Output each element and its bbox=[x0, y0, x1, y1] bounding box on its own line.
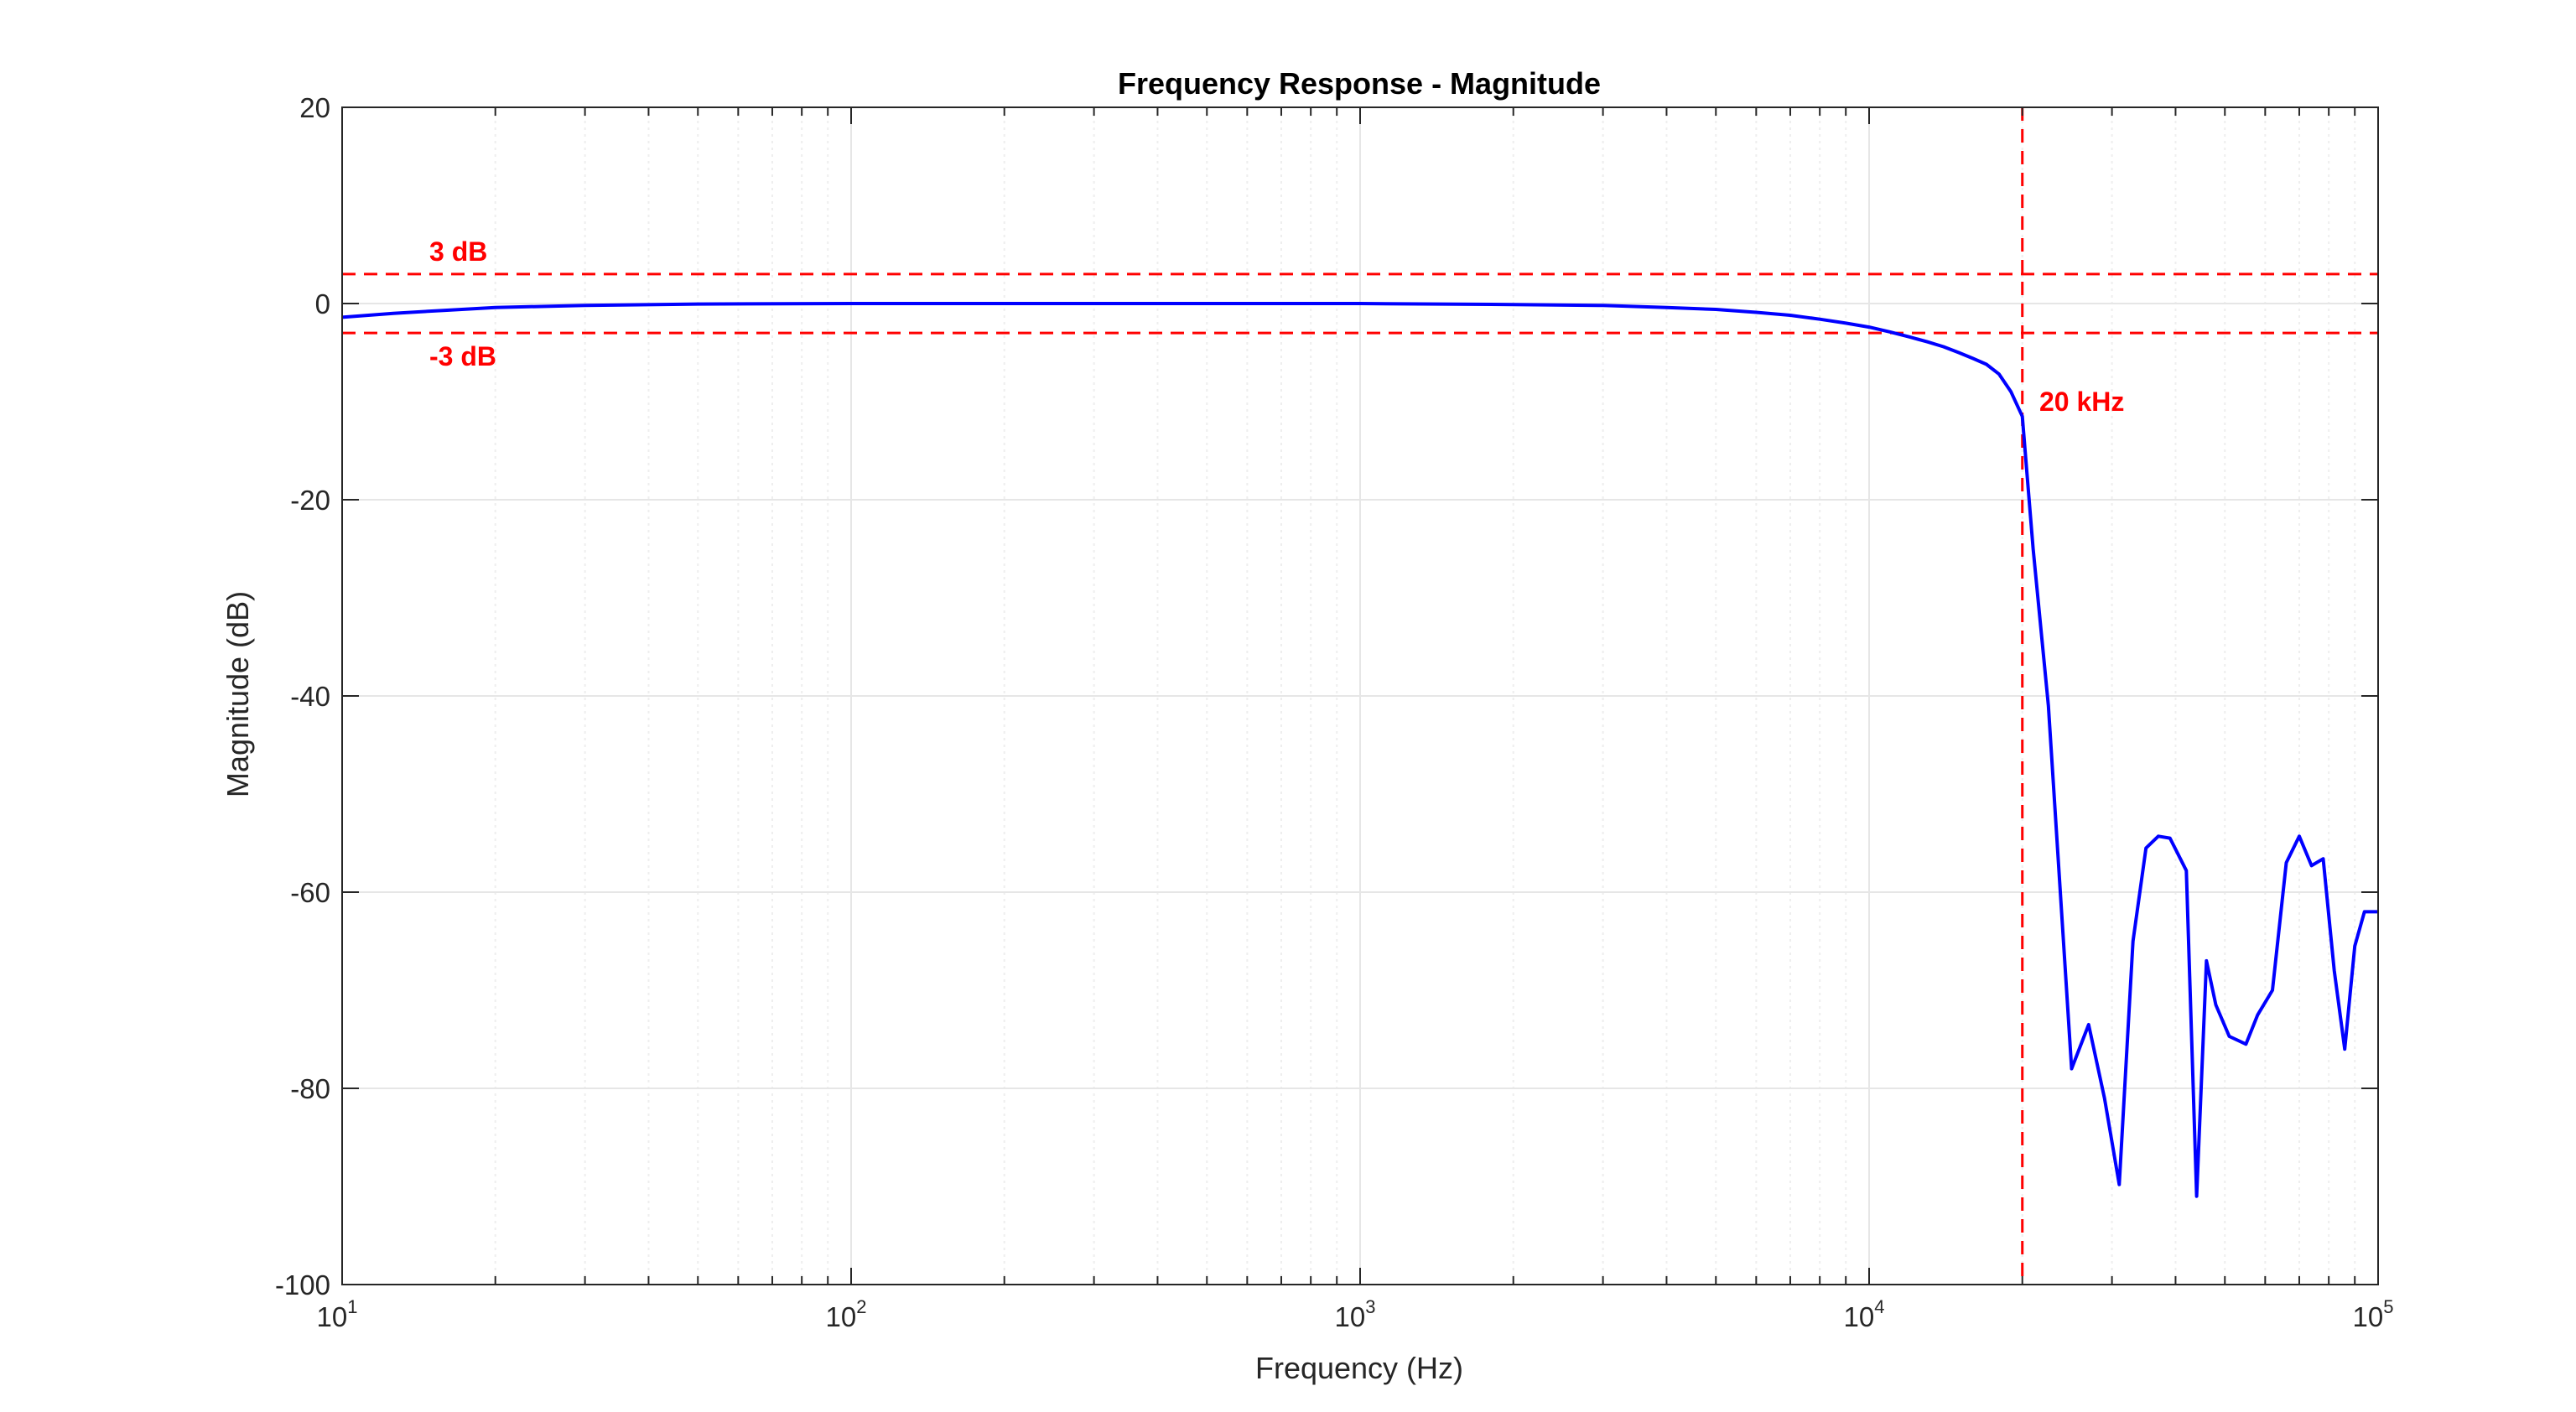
y-tick-label: -60 bbox=[290, 877, 330, 908]
x-tick-label: 101 bbox=[317, 1296, 358, 1332]
chart-title: Frequency Response - Magnitude bbox=[1118, 66, 1601, 101]
y-tick-label: -100 bbox=[275, 1269, 330, 1300]
y-tick-labels: 20 0 -20 -40 -60 -80 -100 bbox=[275, 92, 330, 1300]
x-tick-label: 102 bbox=[826, 1296, 867, 1332]
annotation-upper-3db: 3 dB bbox=[429, 236, 487, 267]
y-tick-label: -80 bbox=[290, 1073, 330, 1104]
reference-lines bbox=[342, 107, 2378, 1285]
y-tick-label: 20 bbox=[299, 92, 330, 123]
axis-ticks bbox=[341, 106, 2379, 1285]
series-group bbox=[341, 302, 2378, 1198]
x-tick-label: 104 bbox=[1844, 1296, 1885, 1332]
y-tick-label: -20 bbox=[290, 485, 330, 516]
x-tick-label: 105 bbox=[2353, 1296, 2394, 1332]
series-line bbox=[341, 302, 2378, 1198]
annotation-20khz: 20 kHz bbox=[2039, 387, 2124, 417]
y-tick-label: 0 bbox=[315, 288, 330, 319]
x-axis-label: Frequency (Hz) bbox=[1255, 1351, 1463, 1385]
x-tick-label: 103 bbox=[1335, 1296, 1376, 1332]
annotation-lower-3db: -3 dB bbox=[429, 341, 496, 371]
y-tick-label: -40 bbox=[290, 681, 330, 712]
x-tick-labels: 101 102 103 104 105 bbox=[317, 1296, 2394, 1332]
y-axis-label: Magnitude (dB) bbox=[221, 591, 255, 797]
